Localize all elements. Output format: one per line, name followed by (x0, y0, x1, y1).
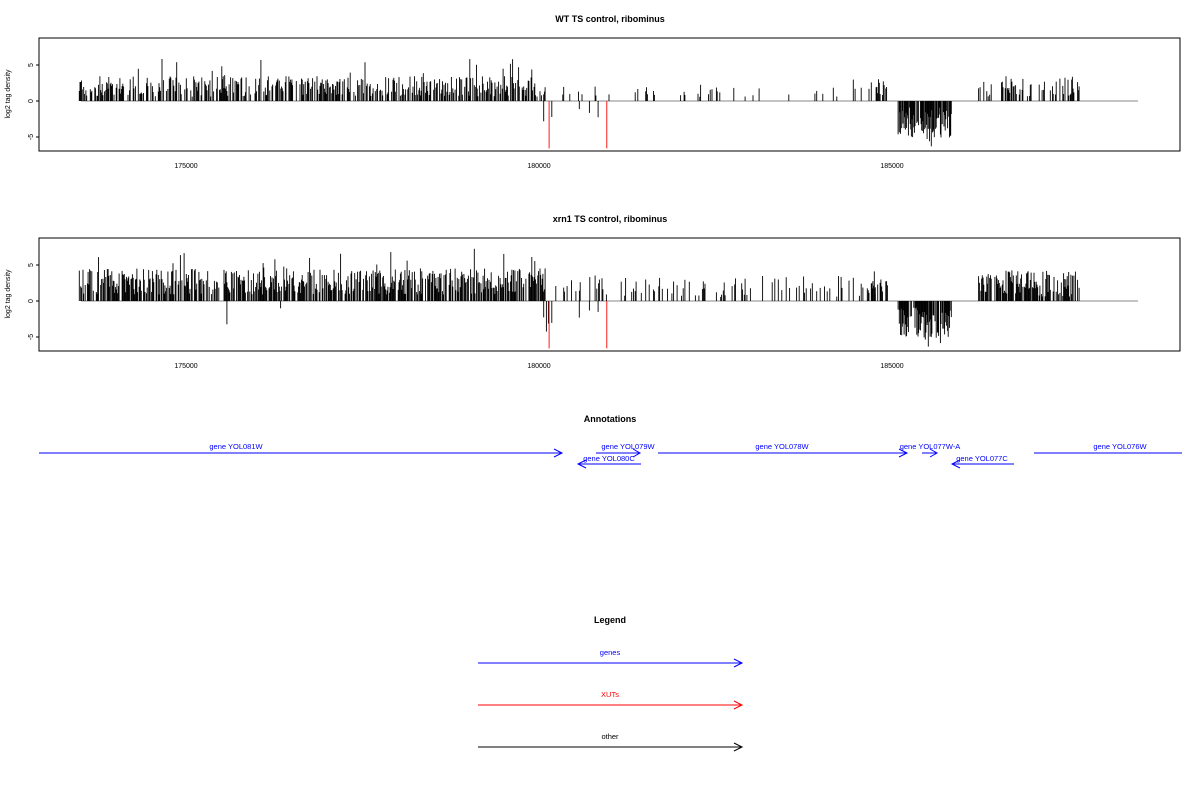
gene-label: gene YOL081W (209, 442, 263, 451)
gene-label: gene YOL080C (583, 454, 635, 463)
density-bars (78, 59, 1080, 149)
x-tick-label: 180000 (527, 163, 550, 170)
gene-yol077w-a[interactable]: gene YOL077W-A (900, 442, 961, 458)
legend-item-genes: genes (478, 648, 744, 668)
arrow-head-icon (733, 700, 744, 710)
density-bars (78, 248, 1080, 349)
y-tick-label: 5 (28, 263, 35, 267)
gene-yol081w[interactable]: gene YOL081W (39, 442, 564, 458)
y-tick-label: -5 (28, 134, 35, 140)
gene-label: gene YOL077C (956, 454, 1008, 463)
legend-item-other: other (478, 732, 744, 752)
y-tick-label: 0 (28, 99, 35, 103)
gene-label: gene YOL078W (755, 442, 809, 451)
gene-yol076w[interactable]: gene YOL076W (1034, 442, 1182, 454)
gene-yol077c[interactable]: gene YOL077C (950, 454, 1014, 469)
legend-item-xuts: XUTs (478, 690, 744, 710)
legend: Legend genes XUTs other (478, 615, 744, 752)
y-axis-label: log2 tag density (5, 269, 12, 319)
arrow-head-icon (553, 448, 564, 458)
plot-frame (38, 37, 1181, 152)
x-axis: 175000 180000 185000 (174, 363, 903, 370)
x-tick-label: 175000 (174, 163, 197, 170)
y-axis: 5 0 -5 log2 tag density (5, 63, 39, 140)
panel-title: xrn1 TS control, ribominus (553, 214, 668, 224)
x-axis: 175000 180000 185000 (174, 163, 903, 170)
x-tick-label: 185000 (880, 363, 903, 370)
arrow-head-icon (898, 448, 909, 458)
arrow-head-icon (929, 448, 939, 458)
y-axis: 5 0 -5 log2 tag density (5, 263, 39, 340)
x-tick-label: 175000 (174, 363, 197, 370)
x-tick-label: 180000 (527, 363, 550, 370)
arrow-head-icon (950, 459, 961, 469)
panel-title: WT TS control, ribominus (555, 14, 665, 24)
arrow-head-icon (733, 742, 744, 752)
legend-label: other (601, 732, 619, 741)
y-axis-label: log2 tag density (5, 69, 12, 119)
arrow-head-icon (632, 448, 642, 458)
legend-title: Legend (594, 615, 626, 625)
gene-yol079w[interactable]: gene YOL079W (596, 442, 656, 458)
annotations-title: Annotations (584, 414, 637, 424)
legend-label: XUTs (601, 690, 619, 699)
legend-label: genes (600, 648, 621, 657)
gene-label: gene YOL077W-A (900, 442, 961, 451)
plot-frame (38, 237, 1181, 352)
y-tick-label: -5 (28, 334, 35, 340)
x-tick-label: 185000 (880, 163, 903, 170)
panel-wt: WT TS control, ribominus 5 0 -5 log2 tag… (5, 14, 1181, 170)
y-tick-label: 5 (28, 63, 35, 67)
y-tick-label: 0 (28, 299, 35, 303)
annotations-track: Annotations gene YOL081W gene YOL079W ge… (39, 414, 1182, 469)
gene-yol080c[interactable]: gene YOL080C (576, 454, 641, 469)
panel-xrn1: xrn1 TS control, ribominus 5 0 -5 log2 t… (5, 214, 1181, 370)
arrow-head-icon (576, 459, 587, 469)
gene-label: gene YOL079W (601, 442, 655, 451)
arrow-head-icon (733, 658, 744, 668)
gene-yol078w[interactable]: gene YOL078W (658, 442, 909, 458)
gene-label: gene YOL076W (1093, 442, 1147, 451)
